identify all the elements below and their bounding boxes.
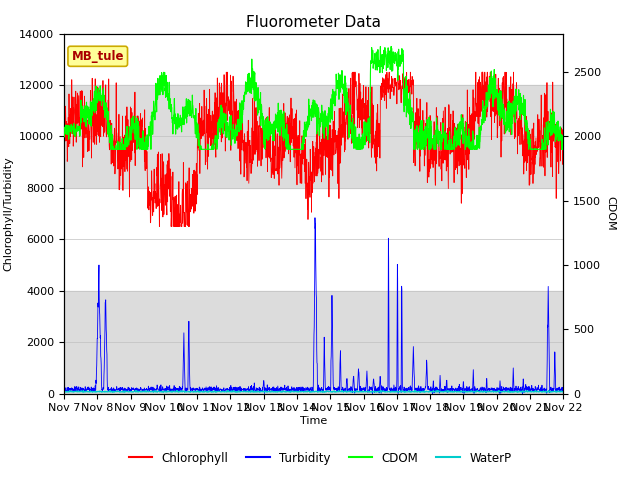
Y-axis label: CDOM: CDOM	[605, 196, 615, 231]
Legend: Chlorophyll, Turbidity, CDOM, WaterP: Chlorophyll, Turbidity, CDOM, WaterP	[124, 447, 516, 469]
Text: MB_tule: MB_tule	[72, 50, 124, 63]
Title: Fluorometer Data: Fluorometer Data	[246, 15, 381, 30]
Bar	[64, 85, 563, 188]
X-axis label: Time: Time	[300, 416, 327, 426]
Bar	[64, 291, 563, 394]
Y-axis label: Chlorophyll/Turbidity: Chlorophyll/Turbidity	[4, 156, 13, 271]
